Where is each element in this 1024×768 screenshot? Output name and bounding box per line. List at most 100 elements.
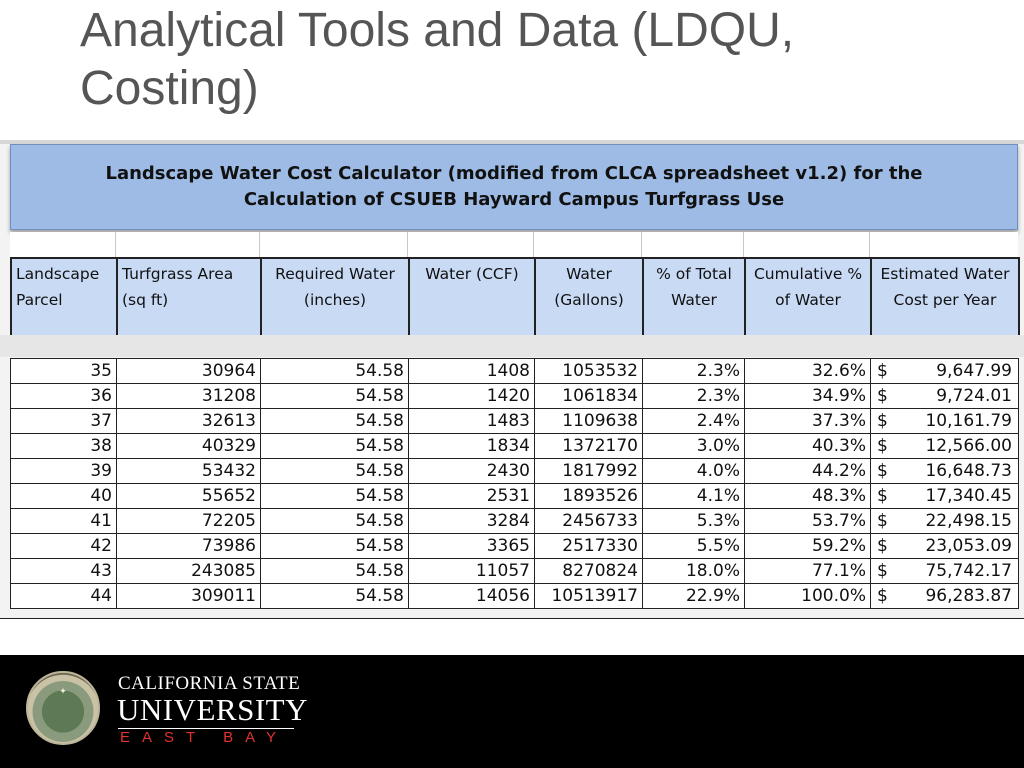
cell-turfgrass-area: 32613 bbox=[116, 408, 261, 434]
cell-percent-total: 4.0% bbox=[642, 458, 745, 484]
cell-parcel: 40 bbox=[10, 483, 117, 509]
cell-water-ccf: 1483 bbox=[408, 408, 535, 434]
cell-percent-total: 5.3% bbox=[642, 508, 745, 534]
cost-amount: 9,724.01 bbox=[936, 386, 1012, 406]
cell-required-water: 54.58 bbox=[260, 583, 409, 609]
cost-amount: 17,340.45 bbox=[925, 486, 1012, 506]
cell-cumulative-percent: 44.2% bbox=[744, 458, 871, 484]
currency-symbol: $ bbox=[877, 436, 888, 456]
cell-water-ccf: 2430 bbox=[408, 458, 535, 484]
cell-required-water: 54.58 bbox=[260, 458, 409, 484]
col-header-turfgrass-area: Turfgrass Area (sq ft) bbox=[116, 257, 262, 341]
logo-line-2: UNIVERSITY bbox=[117, 692, 308, 727]
cell-estimated-cost: $23,053.09 bbox=[870, 533, 1019, 559]
col-header-estimated-cost: Estimated Water Cost per Year bbox=[870, 257, 1020, 341]
currency-symbol: $ bbox=[877, 536, 888, 556]
sheet-top-border bbox=[0, 140, 1024, 144]
truncated-row bbox=[0, 618, 1024, 624]
cell-water-ccf: 11057 bbox=[408, 558, 535, 584]
cell-required-water: 54.58 bbox=[260, 483, 409, 509]
table-row: 39 53432 54.58 2430 1817992 4.0% 44.2% $16,648.… bbox=[10, 458, 1019, 484]
logo-divider bbox=[118, 728, 294, 729]
col-header-percent-total: % of Total Water bbox=[642, 257, 746, 341]
cell-required-water: 54.58 bbox=[260, 358, 409, 384]
cell-percent-total: 2.3% bbox=[642, 358, 745, 384]
cell-parcel: 43 bbox=[10, 558, 117, 584]
logo-line-3: EAST BAY bbox=[120, 729, 288, 746]
cell-cumulative-percent: 32.6% bbox=[744, 358, 871, 384]
table-row: 43 243085 54.58 11057 8270824 18.0% 77.1% $75,7… bbox=[10, 558, 1019, 584]
separator-row bbox=[0, 335, 1024, 357]
cell-cumulative-percent: 37.3% bbox=[744, 408, 871, 434]
table-row: 42 73986 54.58 3365 2517330 5.5% 59.2% $23,053.… bbox=[10, 533, 1019, 559]
cell-parcel: 36 bbox=[10, 383, 117, 409]
cell-water-gallons: 2517330 bbox=[534, 533, 643, 559]
cell-turfgrass-area: 243085 bbox=[116, 558, 261, 584]
slide-title: Analytical Tools and Data (LDQU, Costing… bbox=[80, 4, 795, 115]
cell-required-water: 54.58 bbox=[260, 408, 409, 434]
cell-estimated-cost: $10,161.79 bbox=[870, 408, 1019, 434]
cell-water-gallons: 1053532 bbox=[534, 358, 643, 384]
column-header-table: Landscape Parcel Turfgrass Area (sq ft) … bbox=[10, 257, 1020, 341]
cell-estimated-cost: $75,742.17 bbox=[870, 558, 1019, 584]
cell-required-water: 54.58 bbox=[260, 508, 409, 534]
table-row: 44 309011 54.58 14056 10513917 22.9% 100.0% $96… bbox=[10, 583, 1019, 609]
cell-water-gallons: 8270824 bbox=[534, 558, 643, 584]
cell-percent-total: 4.1% bbox=[642, 483, 745, 509]
cell-water-gallons: 1109638 bbox=[534, 408, 643, 434]
cost-amount: 23,053.09 bbox=[925, 536, 1012, 556]
cell-water-gallons: 10513917 bbox=[534, 583, 643, 609]
table-row: 40 55652 54.58 2531 1893526 4.1% 48.3% $17,340.… bbox=[10, 483, 1019, 509]
currency-symbol: $ bbox=[877, 461, 888, 481]
cell-turfgrass-area: 55652 bbox=[116, 483, 261, 509]
currency-symbol: $ bbox=[877, 411, 888, 431]
table-row: 35 30964 54.58 1408 1053532 2.3% 32.6% $9,647.9… bbox=[10, 358, 1019, 384]
cell-turfgrass-area: 309011 bbox=[116, 583, 261, 609]
currency-symbol: $ bbox=[877, 561, 888, 581]
cell-percent-total: 3.0% bbox=[642, 433, 745, 459]
cell-turfgrass-area: 30964 bbox=[116, 358, 261, 384]
cell-cumulative-percent: 100.0% bbox=[744, 583, 871, 609]
cell-water-gallons: 1372170 bbox=[534, 433, 643, 459]
cell-cumulative-percent: 59.2% bbox=[744, 533, 871, 559]
cell-water-gallons: 1893526 bbox=[534, 483, 643, 509]
col-header-water-ccf: Water (CCF) bbox=[408, 257, 536, 341]
cell-percent-total: 18.0% bbox=[642, 558, 745, 584]
cell-estimated-cost: $9,724.01 bbox=[870, 383, 1019, 409]
cell-parcel: 38 bbox=[10, 433, 117, 459]
cost-amount: 96,283.87 bbox=[925, 586, 1012, 606]
cell-parcel: 37 bbox=[10, 408, 117, 434]
calculator-title: Landscape Water Cost Calculator (modifie… bbox=[10, 144, 1018, 230]
col-header-water-gallons: Water (Gallons) bbox=[534, 257, 644, 341]
col-header-parcel: Landscape Parcel bbox=[10, 257, 118, 341]
logo-line-1: CALIFORNIA STATE bbox=[118, 673, 301, 694]
col-header-cumulative-percent: Cumulative % of Water bbox=[744, 257, 872, 341]
cell-percent-total: 22.9% bbox=[642, 583, 745, 609]
cell-cumulative-percent: 34.9% bbox=[744, 383, 871, 409]
cell-water-ccf: 14056 bbox=[408, 583, 535, 609]
cost-amount: 75,742.17 bbox=[925, 561, 1012, 581]
cell-cumulative-percent: 40.3% bbox=[744, 433, 871, 459]
table-row: 36 31208 54.58 1420 1061834 2.3% 34.9% $9,724.0… bbox=[10, 383, 1019, 409]
cost-amount: 9,647.99 bbox=[936, 361, 1012, 381]
cell-estimated-cost: $96,283.87 bbox=[870, 583, 1019, 609]
cell-parcel: 42 bbox=[10, 533, 117, 559]
cell-estimated-cost: $16,648.73 bbox=[870, 458, 1019, 484]
university-seal-icon: ✦ bbox=[26, 671, 100, 745]
cost-amount: 12,566.00 bbox=[925, 436, 1012, 456]
table-row: 41 72205 54.58 3284 2456733 5.3% 53.7% $22,498.… bbox=[10, 508, 1019, 534]
cell-parcel: 35 bbox=[10, 358, 117, 384]
cell-percent-total: 5.5% bbox=[642, 533, 745, 559]
cell-cumulative-percent: 53.7% bbox=[744, 508, 871, 534]
table-row: 37 32613 54.58 1483 1109638 2.4% 37.3% $10,161.… bbox=[10, 408, 1019, 434]
data-table: 35 30964 54.58 1408 1053532 2.3% 32.6% $9,647.9… bbox=[10, 358, 1019, 609]
footer-bar: ✦ CALIFORNIA STATE UNIVERSITY EAST BAY bbox=[0, 655, 1024, 768]
cell-estimated-cost: $22,498.15 bbox=[870, 508, 1019, 534]
currency-symbol: $ bbox=[877, 486, 888, 506]
cell-water-ccf: 3365 bbox=[408, 533, 535, 559]
cell-required-water: 54.58 bbox=[260, 533, 409, 559]
currency-symbol: $ bbox=[877, 361, 888, 381]
cell-turfgrass-area: 72205 bbox=[116, 508, 261, 534]
cell-turfgrass-area: 40329 bbox=[116, 433, 261, 459]
table-row: 38 40329 54.58 1834 1372170 3.0% 40.3% $12,566.… bbox=[10, 433, 1019, 459]
